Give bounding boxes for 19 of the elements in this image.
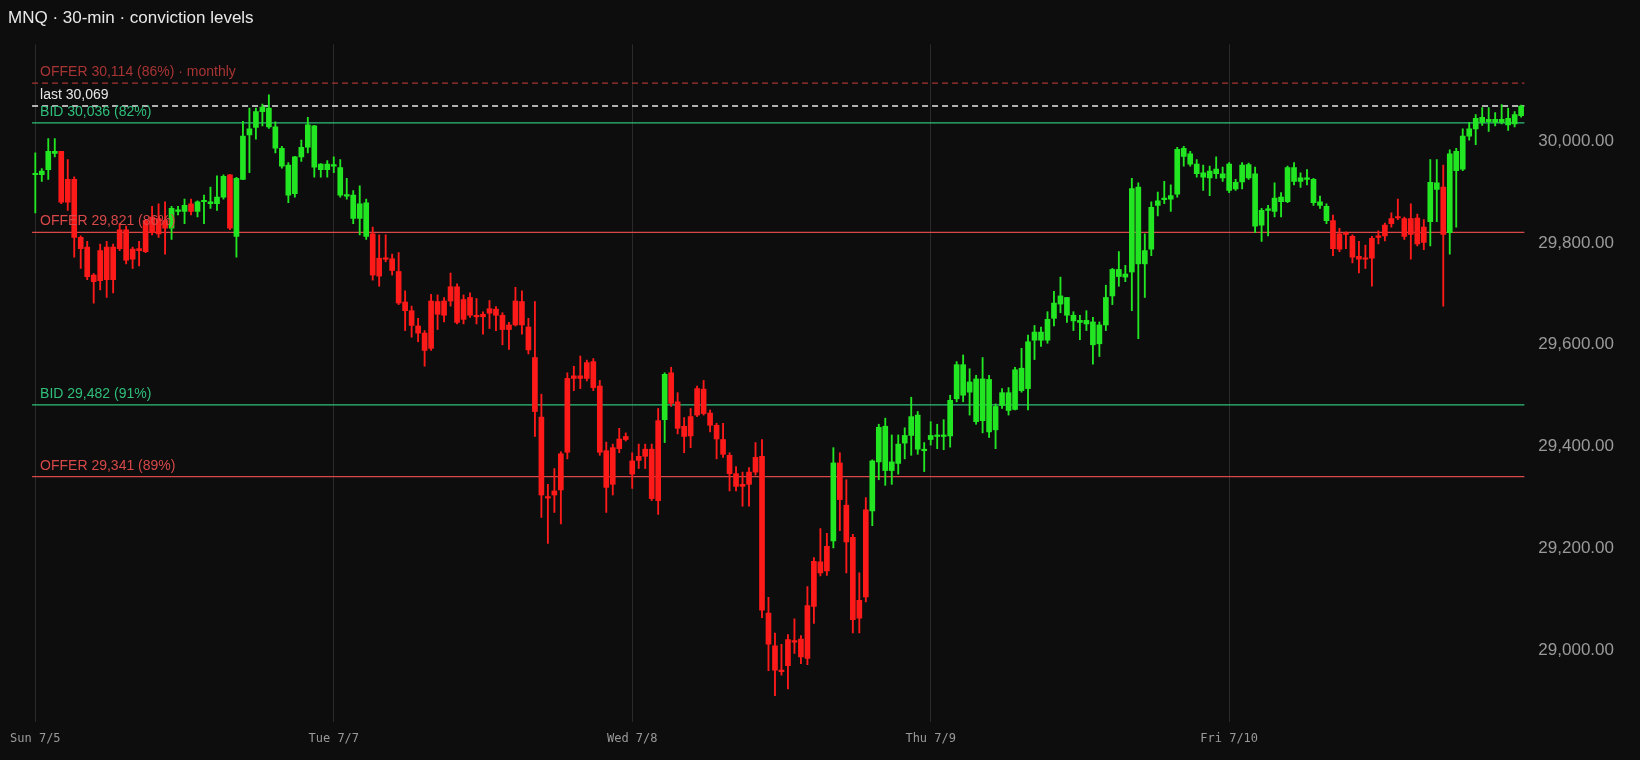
ref-line-label: BID 30,036 (82%) (40, 102, 152, 119)
y-tick-label: 29,400.00 (1538, 436, 1615, 456)
y-tick-label: 29,600.00 (1538, 334, 1615, 354)
y-tick-label: 30,000.00 (1538, 130, 1615, 150)
y-tick-label: 29,200.00 (1538, 538, 1615, 558)
x-tick-label: Wed 7/8 (606, 730, 658, 745)
ref-line-label: BID 29,482 (91%) (40, 384, 152, 401)
ref-line-label: last 30,069 (40, 85, 109, 102)
y-tick-label: 29,000.00 (1538, 640, 1615, 659)
x-tick-label: Thu 7/9 (905, 730, 956, 745)
x-tick-label: Sun 7/5 (10, 730, 61, 745)
chart-title: MNQ · 30-min · conviction levels (8, 7, 254, 27)
ref-line-label: OFFER 29,341 (89%) (40, 456, 176, 473)
ref-line-label: OFFER 30,114 (86%) · monthly (40, 62, 236, 79)
candlestick (1395, 198, 1401, 220)
y-tick-label: 29,800.00 (1538, 232, 1615, 252)
candlestick (545, 484, 551, 544)
x-tick-label: Tue 7/7 (308, 730, 360, 745)
x-tick-label: Fri 7/10 (1200, 730, 1259, 745)
